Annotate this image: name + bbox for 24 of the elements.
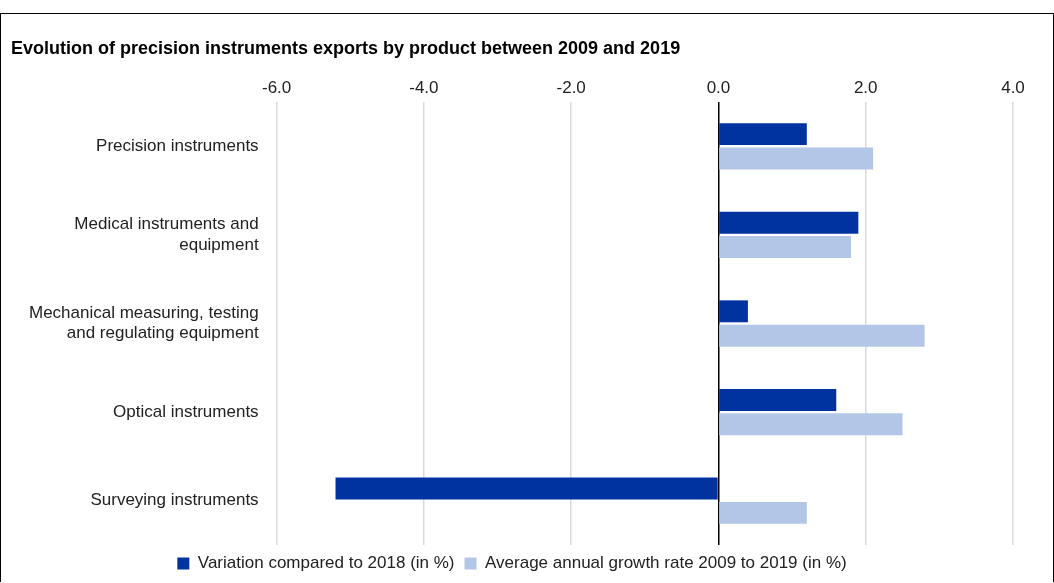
legend-label: Variation compared to 2018 (in %) <box>197 553 455 573</box>
x-tick-label: 0.0 <box>706 78 731 98</box>
bar <box>719 236 851 259</box>
x-tick-label: -6.0 <box>261 78 292 98</box>
bar <box>719 123 807 146</box>
bar <box>719 388 837 411</box>
bar <box>335 477 718 500</box>
y-tick-label: Mechanical measuring, testing and regulating equipment <box>28 302 259 343</box>
bar <box>719 147 874 170</box>
bar <box>719 501 807 524</box>
bar <box>719 211 859 234</box>
y-tick-label: Optical instruments <box>113 401 259 421</box>
legend-label: Average annual growth rate 2009 to 2019 (in %) <box>485 553 847 573</box>
chart-title: Evolution of precision instruments exports by product between 2009 and 2019 <box>11 37 681 58</box>
x-tick-label: -4.0 <box>409 78 439 98</box>
y-tick-label: Surveying instruments <box>90 490 259 510</box>
bar <box>719 413 903 436</box>
x-tick-label: -2.0 <box>556 78 586 98</box>
bar <box>719 300 748 323</box>
y-tick-label: Medical instruments and equipment <box>74 214 259 254</box>
bar <box>719 324 925 347</box>
x-tick-label: 2.0 <box>853 78 878 98</box>
x-tick-label: 4.0 <box>1001 78 1025 98</box>
y-tick-label: Precision instruments <box>96 135 259 155</box>
